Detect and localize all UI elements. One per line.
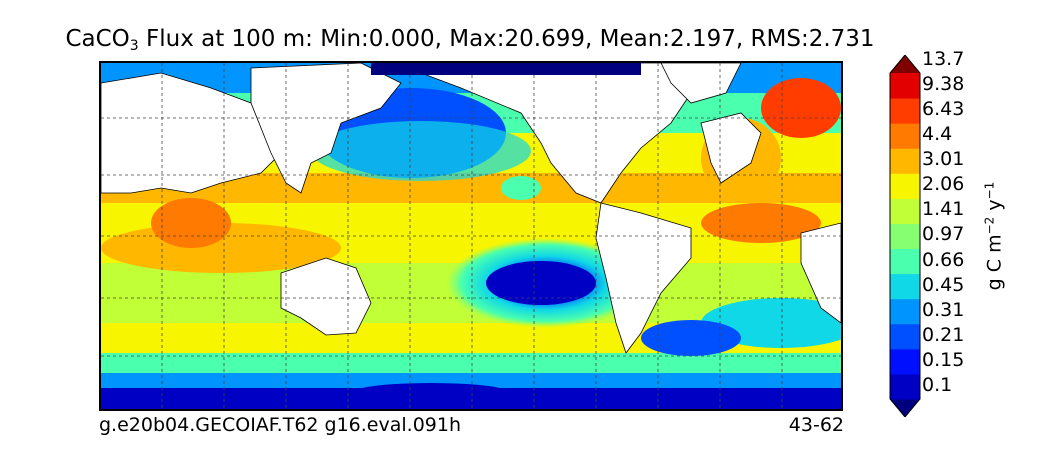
colorbar-tick-label: 0.31 xyxy=(922,298,965,321)
colorbar-tick-label: 0.45 xyxy=(922,273,965,296)
map-title: CaCO3 Flux at 100 m: Min:0.000, Max:20.6… xyxy=(65,26,875,54)
colorbar-tick-label: 0.21 xyxy=(922,323,965,346)
colorbar-tick-label: 0.1 xyxy=(922,373,953,396)
colorbar-tick-label: 3.01 xyxy=(922,148,965,171)
colorbar-top-extend xyxy=(890,55,920,73)
colorbar-band xyxy=(890,98,920,124)
colorbar-bottom-extend xyxy=(890,399,920,417)
colorbar-tick-label: 4.4 xyxy=(922,123,953,146)
colorbar-band xyxy=(890,148,920,174)
colorbar-tick-label: 6.43 xyxy=(922,98,965,121)
colorbar-band xyxy=(890,73,920,99)
colorbar-label: g C m−2 y−1 xyxy=(982,181,1006,291)
colorbar-band xyxy=(890,273,920,300)
colorbar-outline xyxy=(889,55,921,417)
colorbar-band xyxy=(890,248,920,275)
colorbar-tick-label: 0.97 xyxy=(922,223,965,246)
colorbar-tick-label: 1.41 xyxy=(922,198,965,221)
colorbar-band xyxy=(890,198,920,224)
ocean-map xyxy=(99,61,843,411)
colorbar-band xyxy=(890,348,920,375)
colorbar-tick-label: 0.15 xyxy=(922,348,965,371)
colorbar-band xyxy=(890,223,920,250)
colorbar-tick-label: 13.7 xyxy=(922,47,965,70)
colorbar-band xyxy=(890,123,920,149)
colorbar-band xyxy=(890,373,920,400)
year-range-label: 43-62 xyxy=(788,414,844,436)
colorbar xyxy=(889,55,921,417)
colorbar-tick-label: 9.38 xyxy=(922,73,965,95)
colorbar-band xyxy=(890,173,920,199)
colorbar-tick-label: 0.66 xyxy=(922,248,965,271)
colorbar-band xyxy=(890,323,920,350)
colorbar-tick-label: 2.06 xyxy=(922,173,965,196)
colorbar-band xyxy=(890,298,920,325)
run-name-label: g.e20b04.GECOIAF.T62 g16.eval.091h xyxy=(99,414,462,436)
